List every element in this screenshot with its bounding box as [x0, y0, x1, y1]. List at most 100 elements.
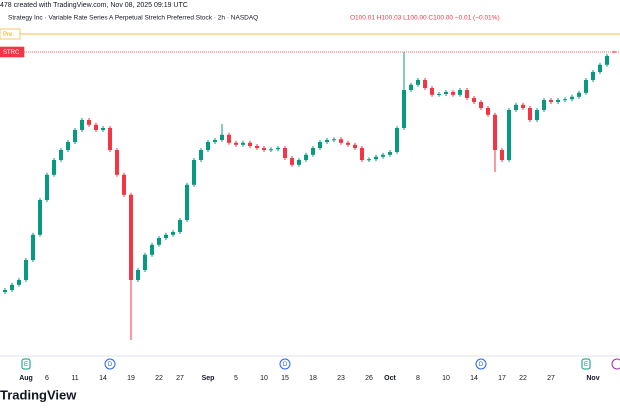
x-tick-label: 10	[442, 375, 450, 382]
event-icon-partial	[611, 358, 620, 370]
candle-body	[381, 154, 385, 157]
candle-body	[150, 244, 154, 255]
symbol-title: Strategy Inc · Variable Rate Series A Pe…	[8, 15, 258, 22]
candle-body	[528, 108, 532, 120]
candle-body	[59, 150, 63, 160]
candle-body	[353, 144, 357, 148]
event-label: D	[479, 362, 484, 368]
candle-body	[325, 140, 329, 142]
event-icon	[104, 358, 116, 370]
candle-body	[409, 84, 413, 90]
candle-body	[500, 150, 504, 160]
x-tick-label: 5	[234, 375, 238, 382]
candle-body	[129, 194, 133, 280]
candle-body	[178, 220, 182, 232]
event-label: D	[283, 362, 288, 368]
candle-body	[360, 148, 364, 160]
candle-body	[213, 140, 217, 142]
candle-body	[591, 72, 595, 80]
candle-body	[45, 174, 49, 200]
candle-body	[24, 260, 28, 280]
candle-body	[542, 100, 546, 110]
candle-body	[514, 104, 518, 110]
candle-body	[570, 96, 574, 100]
event-label: E	[24, 362, 28, 368]
candle-body	[535, 110, 539, 120]
x-tick-label: 27	[176, 375, 184, 382]
x-tick-label: 11	[71, 375, 78, 382]
candle-body	[423, 80, 427, 88]
x-tick-label: 18	[309, 375, 317, 382]
candle-body	[556, 100, 560, 102]
x-tick-label: 17	[498, 375, 506, 382]
x-tick-label: 8	[416, 375, 420, 382]
candle-body	[339, 139, 343, 143]
candle-body	[3, 290, 7, 292]
candle-body	[248, 142, 252, 146]
candle-body	[472, 98, 476, 102]
candle-body	[87, 120, 91, 125]
x-tick-label: Oct	[384, 375, 396, 382]
candle-body	[430, 88, 434, 95]
candle-body	[10, 284, 14, 290]
x-tick-label: 23	[337, 375, 345, 382]
candle-body	[164, 234, 168, 238]
candle-body	[108, 128, 112, 150]
candle-body	[437, 94, 441, 95]
candle-body	[38, 200, 42, 235]
candle-body	[17, 280, 21, 285]
candle-body	[297, 160, 301, 165]
candle-body	[598, 64, 602, 72]
candle-body	[80, 120, 84, 130]
ohlc-readout: O100.01 H100.03 L100.00 C100.00 −0.01 (−…	[350, 15, 500, 22]
candle-body	[185, 184, 189, 220]
candle-body	[584, 80, 588, 93]
x-tick-label: Nov	[586, 375, 599, 382]
candle-body	[563, 99, 567, 101]
candle-body	[269, 149, 273, 151]
event-icon	[581, 358, 591, 370]
candle-body	[283, 148, 287, 158]
x-tick-label: 19	[127, 375, 135, 382]
candle-body	[171, 232, 175, 235]
candle-body	[276, 148, 280, 150]
x-tick-label: 26	[365, 375, 373, 382]
candle-body	[290, 158, 294, 165]
candle-body	[241, 142, 245, 145]
price-label-box	[0, 46, 25, 58]
candle-body	[388, 152, 392, 155]
candle-body	[157, 238, 161, 245]
x-tick-label: 6	[45, 375, 49, 382]
candle-body	[115, 150, 119, 175]
x-tick-label: 15	[281, 375, 289, 382]
candle-body	[521, 104, 525, 108]
event-icon	[475, 358, 487, 370]
price-label: Pre	[3, 32, 13, 38]
candle-body	[136, 270, 140, 280]
x-tick-label: 14	[470, 375, 478, 382]
candle-body	[549, 100, 553, 102]
event-label: D	[108, 362, 113, 368]
candle-body	[94, 124, 98, 130]
candle-body	[101, 128, 105, 130]
candle-body	[311, 148, 315, 155]
candle-body	[486, 108, 490, 115]
candle-body	[458, 90, 462, 95]
candle-body	[199, 150, 203, 160]
x-tick-label: 27	[547, 375, 555, 382]
candle-body	[143, 254, 147, 270]
candle-body	[402, 90, 406, 128]
price-label-box	[0, 28, 21, 40]
event-icon	[279, 358, 291, 370]
candle-body	[66, 142, 70, 150]
candle-body	[416, 80, 420, 85]
candle-body	[73, 130, 77, 142]
candle-body	[451, 92, 455, 95]
candle-body	[367, 159, 371, 161]
x-tick-label: 22	[155, 375, 163, 382]
candle-body	[304, 154, 308, 160]
event-label: E	[584, 362, 588, 368]
candle-body	[479, 102, 483, 108]
credit: 478 created with TradingView.com, Nov 08…	[0, 2, 188, 9]
